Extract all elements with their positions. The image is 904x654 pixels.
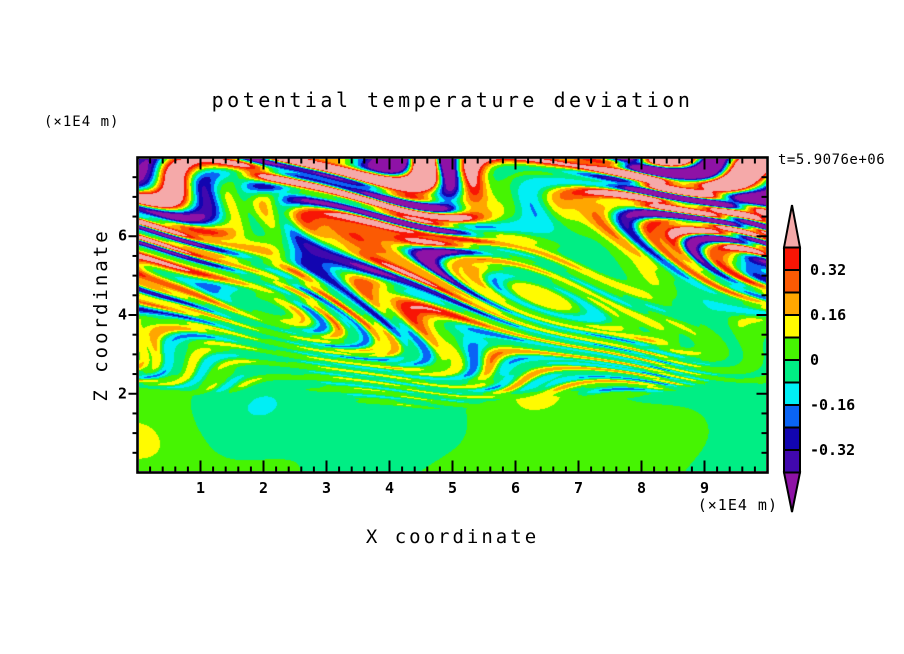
colorbar-segment <box>783 359 801 384</box>
x-tick-label: 4 <box>384 479 395 497</box>
plot-frame <box>136 156 769 474</box>
x-tick-label: 9 <box>699 479 710 497</box>
y-tick-label: 4 <box>117 305 127 324</box>
x-tick-label: 6 <box>510 479 521 497</box>
colorbar-tick-label: -0.16 <box>810 396 856 414</box>
y-tick-label: 2 <box>117 384 127 403</box>
chart-title: potential temperature deviation <box>211 88 694 112</box>
x-tick-label: 1 <box>195 479 206 497</box>
colorbar-lower-arrow <box>782 471 802 513</box>
colorbar-tick-label: 0.32 <box>810 261 847 279</box>
x-tick-label: 5 <box>447 479 458 497</box>
x-axis-title: X coordinate <box>365 526 540 548</box>
heatmap-field <box>139 159 766 471</box>
x-axis-unit-label: (×1E4 m) <box>697 496 778 514</box>
x-tick-label: 8 <box>636 479 647 497</box>
colorbar-segment <box>783 426 801 451</box>
x-tick-label: 3 <box>321 479 332 497</box>
colorbar-segment <box>783 336 801 361</box>
colorbar-segment <box>783 246 801 271</box>
colorbar-tick-label: 0 <box>810 351 820 369</box>
x-tick-label: 2 <box>258 479 269 497</box>
colorbar-tick-label: -0.32 <box>810 441 856 459</box>
colorbar-segment <box>783 381 801 406</box>
colorbar-tick-label: 0.16 <box>810 306 847 324</box>
colorbar-segment <box>783 404 801 429</box>
colorbar-segment <box>783 449 801 474</box>
x-tick-label: 7 <box>573 479 584 497</box>
colorbar-upper-arrow <box>782 204 802 249</box>
timestamp-label: t=5.9076e+06 <box>778 152 886 168</box>
colorbar-segment <box>783 291 801 316</box>
colorbar-segment <box>783 314 801 339</box>
colorbar-segment <box>783 269 801 294</box>
y-axis-unit-label: (×1E4 m) <box>44 114 120 130</box>
y-tick-label: 6 <box>117 226 127 245</box>
